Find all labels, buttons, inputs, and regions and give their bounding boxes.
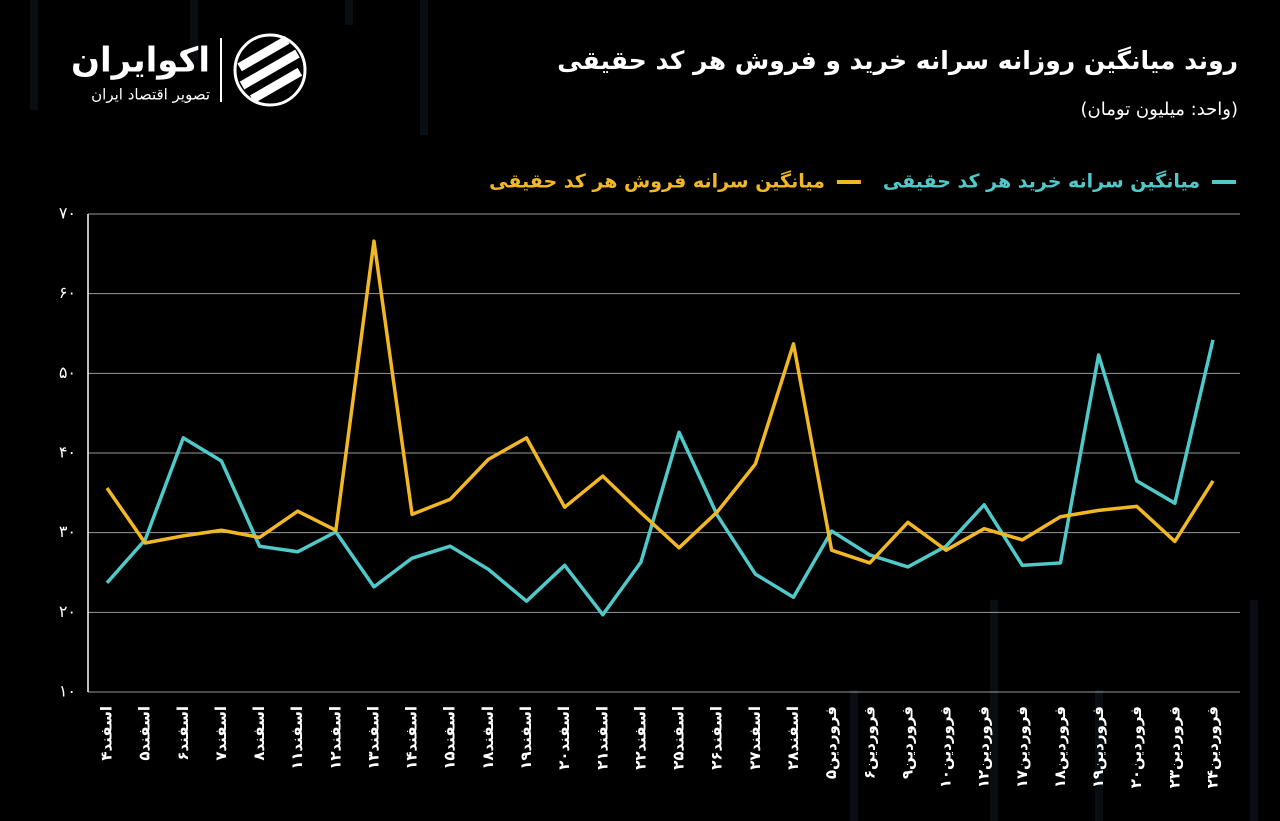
x-tick-label: فروردین۹ bbox=[898, 706, 916, 779]
x-tick-label: فروردین۲۳ bbox=[1165, 706, 1183, 788]
x-tick-label: اسفند۲۲ bbox=[631, 706, 649, 770]
x-tick-label: فروردین۱۲ bbox=[975, 706, 993, 788]
x-tick-label: اسفند۴ bbox=[98, 706, 116, 761]
y-tick-label: ۲۰ bbox=[59, 602, 76, 621]
x-tick-label: اسفند۱۸ bbox=[479, 706, 497, 770]
y-tick-label: ۵۰ bbox=[59, 363, 76, 382]
x-tick-label: اسفند۱۲ bbox=[326, 706, 344, 770]
x-tick-label: اسفند۲۵ bbox=[670, 706, 688, 770]
x-tick-label: اسفند۵ bbox=[136, 706, 154, 761]
x-tick-label: فروردین۱۸ bbox=[1051, 706, 1069, 788]
x-tick-label: فروردین۱۰ bbox=[937, 706, 955, 788]
y-tick-label: ۷۰ bbox=[59, 204, 76, 223]
brand-name: اکوایران bbox=[71, 41, 210, 81]
y-tick-label: ۴۰ bbox=[59, 443, 76, 462]
chart-title: روند میانگین روزانه سرانه خرید و فروش هر… bbox=[557, 46, 1238, 76]
x-tick-label: فروردین۲۰ bbox=[1127, 706, 1145, 788]
x-tick-label: اسفند۱۴ bbox=[403, 706, 421, 770]
x-tick-label: فروردین۶ bbox=[860, 706, 878, 779]
x-tick-label: اسفند۲۷ bbox=[746, 706, 764, 770]
y-tick-label: ۱۰ bbox=[59, 682, 76, 701]
x-tick-label: اسفند۲۰ bbox=[555, 706, 573, 770]
y-tick-label: ۳۰ bbox=[59, 522, 76, 541]
x-tick-label: اسفند۲۸ bbox=[784, 706, 802, 770]
x-tick-label: اسفند۷ bbox=[212, 706, 230, 761]
chart-subtitle: (واحد: میلیون تومان) bbox=[1081, 99, 1238, 120]
x-tick-label: اسفند۱۵ bbox=[441, 706, 459, 770]
x-tick-label: اسفند۱۹ bbox=[517, 706, 535, 770]
data-line bbox=[105, 339, 1215, 617]
x-tick-label: اسفند۱۳ bbox=[364, 706, 382, 770]
x-tick-label: اسفند۶ bbox=[174, 706, 192, 761]
x-tick-label: اسفند۱۱ bbox=[288, 706, 306, 770]
x-tick-label: فروردین۲۴ bbox=[1204, 706, 1222, 788]
brand-tagline: تصویر اقتصاد ایران bbox=[91, 86, 210, 104]
x-tick-label: اسفند۲۶ bbox=[708, 706, 726, 770]
legend-label: میانگین سرانه فروش هر کد حقیقی bbox=[489, 170, 825, 193]
legend-label: میانگین سرانه خرید هر کد حقیقی bbox=[883, 170, 1200, 193]
x-tick-label: اسفند۸ bbox=[250, 706, 268, 761]
y-tick-label: ۶۰ bbox=[59, 283, 76, 302]
logo-icon bbox=[233, 33, 307, 107]
x-tick-label: فروردین۵ bbox=[822, 706, 840, 779]
x-tick-label: فروردین۱۷ bbox=[1013, 706, 1031, 788]
x-tick-label: فروردین۱۹ bbox=[1089, 706, 1107, 788]
decor-candles bbox=[30, 0, 1258, 821]
x-tick-label: اسفند۲۱ bbox=[593, 706, 611, 770]
data-line bbox=[105, 239, 1215, 565]
